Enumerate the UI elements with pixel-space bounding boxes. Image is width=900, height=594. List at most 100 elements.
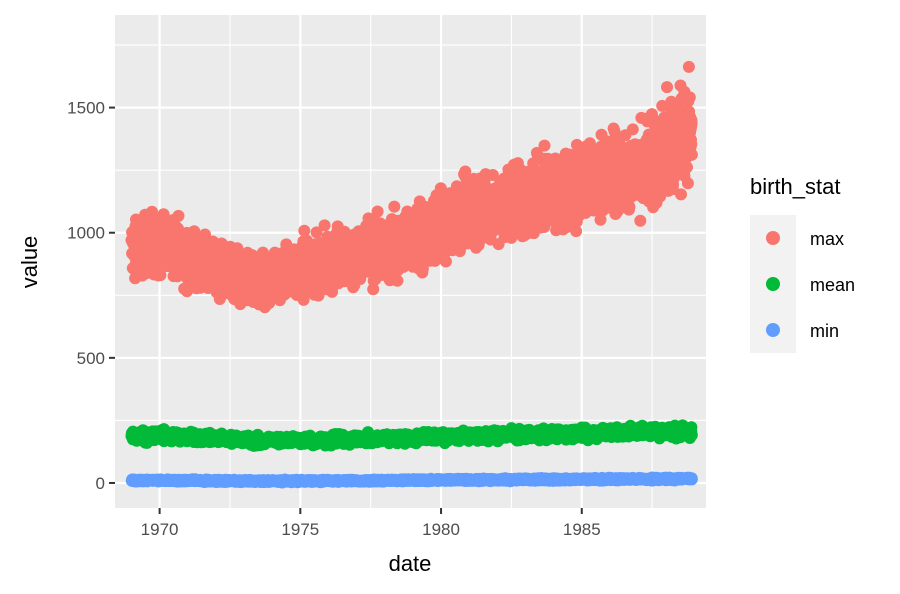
series-max [125, 60, 698, 314]
point-max [196, 261, 209, 274]
point-max [519, 187, 532, 200]
point-max [634, 181, 647, 194]
point-max [664, 134, 677, 146]
point-max [463, 219, 476, 232]
point-max [284, 272, 297, 285]
point-max [369, 273, 382, 286]
point-mean [386, 433, 399, 446]
point-max [199, 228, 211, 241]
point-max [470, 241, 483, 254]
point-max [393, 237, 405, 250]
point-max [339, 249, 352, 261]
point-max [575, 174, 588, 187]
point-max [564, 183, 577, 196]
point-max [478, 206, 491, 219]
point-max [141, 210, 154, 223]
point-max [268, 287, 281, 300]
point-max [283, 250, 296, 263]
point-max [438, 248, 451, 261]
point-max [155, 230, 168, 243]
point-max [298, 224, 311, 237]
point-max [662, 184, 675, 197]
point-max [310, 226, 323, 239]
point-max [171, 222, 184, 235]
point-max [550, 224, 563, 237]
point-max [647, 194, 660, 207]
point-max [646, 180, 659, 193]
point-max [241, 278, 254, 291]
point-max [388, 200, 401, 213]
point-max [508, 158, 520, 171]
point-max [674, 79, 687, 92]
point-max [681, 141, 694, 154]
point-max [224, 240, 237, 253]
point-max [648, 118, 661, 131]
point-mean [452, 428, 465, 441]
point-max [437, 212, 449, 225]
point-mean [526, 426, 539, 439]
point-max [483, 226, 496, 239]
point-max [493, 208, 506, 220]
point-max [385, 213, 398, 226]
point-max [212, 246, 225, 259]
point-max [634, 214, 647, 227]
point-max [338, 225, 351, 238]
point-max [254, 279, 267, 291]
point-mean [508, 427, 521, 440]
point-max [661, 81, 673, 94]
point-max [365, 259, 378, 272]
point-max [297, 293, 310, 306]
point-max [308, 264, 321, 276]
point-max [142, 243, 155, 256]
point-max [619, 144, 632, 157]
point-max [534, 221, 547, 234]
point-mean [157, 429, 169, 442]
point-mean [358, 435, 371, 448]
point-mean [591, 425, 604, 438]
point-max [172, 209, 185, 222]
point-max [675, 92, 688, 105]
point-max [678, 169, 691, 182]
point-max [270, 270, 283, 283]
point-max [662, 146, 674, 159]
point-max [354, 250, 367, 263]
point-max [492, 189, 505, 202]
point-max [170, 252, 183, 265]
point-mean [332, 435, 345, 448]
point-max [609, 208, 622, 220]
point-mean [576, 430, 589, 443]
point-max [467, 188, 480, 201]
point-max [591, 171, 604, 184]
point-mean [467, 431, 480, 444]
point-max [648, 147, 661, 160]
point-max [385, 261, 398, 274]
point-max [188, 225, 201, 238]
point-max [552, 196, 565, 209]
point-max [268, 246, 281, 259]
point-max [226, 262, 239, 274]
point-max [351, 231, 364, 243]
point-max [622, 203, 635, 216]
point-max [675, 117, 688, 130]
point-max [505, 180, 518, 193]
point-max [467, 172, 480, 185]
point-max [369, 223, 382, 236]
point-mean [436, 429, 449, 441]
point-max [506, 192, 519, 205]
data-points [125, 60, 698, 489]
point-mean [239, 431, 252, 444]
point-max [552, 184, 565, 197]
point-max [213, 256, 226, 269]
point-max [327, 267, 340, 280]
point-max [129, 272, 142, 285]
point-max [214, 290, 227, 303]
point-max [325, 231, 338, 244]
point-max [578, 205, 591, 218]
point-max [675, 188, 687, 201]
point-max [648, 132, 661, 144]
point-max [594, 213, 607, 226]
point-mean [412, 435, 425, 447]
point-max [318, 219, 331, 232]
point-max [552, 211, 565, 224]
